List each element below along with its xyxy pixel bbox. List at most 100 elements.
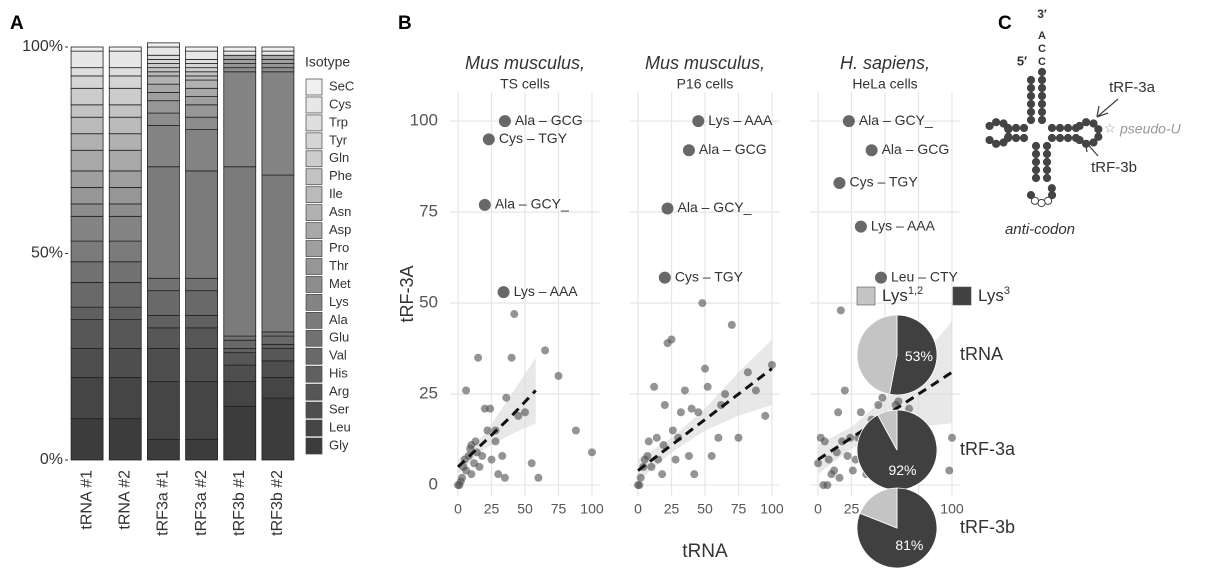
- point: [687, 404, 696, 413]
- facet-subtitle: TS cells: [500, 76, 550, 92]
- bar-segment: [223, 339, 257, 349]
- point: [727, 320, 736, 329]
- bar-segment: [147, 327, 180, 349]
- bar-segment: [261, 335, 295, 345]
- nucleotide: [1011, 133, 1021, 143]
- labeled-point: [682, 144, 695, 157]
- bar-segment: [108, 319, 142, 349]
- legend-label: Cys: [329, 96, 352, 111]
- legend-swatch: [305, 204, 323, 221]
- legend-swatch: [305, 114, 323, 132]
- point: [714, 433, 723, 442]
- bar-segment: [108, 116, 142, 135]
- bar-segment: [108, 282, 142, 308]
- nucleotide: [1031, 157, 1041, 167]
- legend-label: Met: [329, 276, 351, 291]
- pie-label: tRF-3b: [960, 517, 1015, 537]
- nucleotide: [1019, 123, 1029, 133]
- legend-swatch: [305, 312, 323, 329]
- bar-segment: [185, 58, 218, 64]
- point: [836, 306, 845, 315]
- x-tick-label: tRNA #2: [116, 470, 133, 530]
- nucleotide: [1075, 135, 1084, 145]
- star: ☆: [1104, 120, 1116, 135]
- labeled-point: [658, 271, 671, 284]
- bar-segment: [147, 67, 180, 73]
- legend-swatch: [305, 222, 323, 239]
- bar-segment: [147, 315, 180, 329]
- point-label: Ala – GCG: [515, 112, 583, 128]
- point: [486, 404, 495, 413]
- point: [636, 473, 645, 482]
- legend-swatch: [305, 132, 323, 150]
- facet-title: H. sapiens,: [840, 53, 930, 73]
- x-tick-label: 100: [760, 501, 784, 517]
- bar-segment: [185, 63, 218, 69]
- nucleotide: [1037, 91, 1047, 101]
- bar-segment: [70, 240, 104, 263]
- x-tick-label: 50: [697, 501, 713, 517]
- labeled-point: [482, 133, 495, 146]
- point: [947, 433, 956, 442]
- bar-segment: [108, 187, 142, 205]
- point: [571, 426, 580, 435]
- labeled-point: [692, 115, 705, 128]
- bar-segment: [185, 315, 218, 329]
- x-tick-label: 0: [454, 501, 462, 517]
- nucleotide: [1063, 123, 1073, 133]
- bar-segment: [147, 166, 180, 279]
- value-label: 92%: [888, 462, 916, 478]
- bar-segment: [70, 149, 104, 172]
- nucleotide: [1063, 133, 1073, 143]
- point: [652, 433, 661, 442]
- point: [684, 451, 693, 460]
- bar-segment: [261, 174, 295, 333]
- nucleotide: [1075, 121, 1084, 131]
- bar-segment: [185, 381, 218, 440]
- bar-segment: [261, 376, 295, 399]
- pie-label: tRF-3a: [960, 439, 1016, 459]
- bar-segment: [147, 381, 180, 440]
- legend-superscript: 1,2: [908, 285, 923, 297]
- bar-segment: [185, 71, 218, 77]
- bar-segment: [185, 290, 218, 316]
- legend-swatch: [305, 276, 323, 293]
- arrow: [1096, 98, 1119, 118]
- y-tick-label: 25: [419, 384, 438, 403]
- point: [635, 481, 644, 490]
- tail-base: C: [1038, 56, 1046, 68]
- point: [894, 397, 903, 406]
- point: [676, 408, 685, 417]
- value-label: 81%: [895, 537, 923, 553]
- bar-segment: [70, 46, 104, 52]
- bar-segment: [70, 187, 104, 205]
- bar-segment: [108, 306, 142, 320]
- bar-segment: [70, 215, 104, 242]
- point: [734, 433, 743, 442]
- point: [830, 466, 839, 475]
- point: [587, 448, 596, 457]
- bar-segment: [108, 75, 142, 89]
- labeled-point: [497, 286, 510, 299]
- legend-label: Ser: [329, 402, 350, 417]
- point: [474, 353, 483, 362]
- bar-segment: [147, 58, 180, 64]
- x-tick-label: 50: [517, 501, 533, 517]
- point: [856, 408, 865, 417]
- legend-swatch: [952, 286, 972, 306]
- nucleotide: [1037, 107, 1047, 117]
- point: [671, 455, 680, 464]
- x-tick-label: 25: [844, 501, 860, 517]
- x-tick-label: 25: [664, 501, 680, 517]
- legend-label: His: [329, 366, 348, 381]
- point: [835, 473, 844, 482]
- point-label: Lys – AAA: [514, 283, 579, 299]
- bar-segment: [185, 96, 218, 106]
- nucleotide: [1055, 133, 1065, 143]
- bar-segment: [261, 58, 295, 64]
- legend-swatch: [305, 419, 323, 437]
- bar-segment: [70, 203, 104, 217]
- nucleotide: [1004, 132, 1013, 141]
- bar-segment: [108, 376, 142, 420]
- labeled-point: [833, 176, 846, 189]
